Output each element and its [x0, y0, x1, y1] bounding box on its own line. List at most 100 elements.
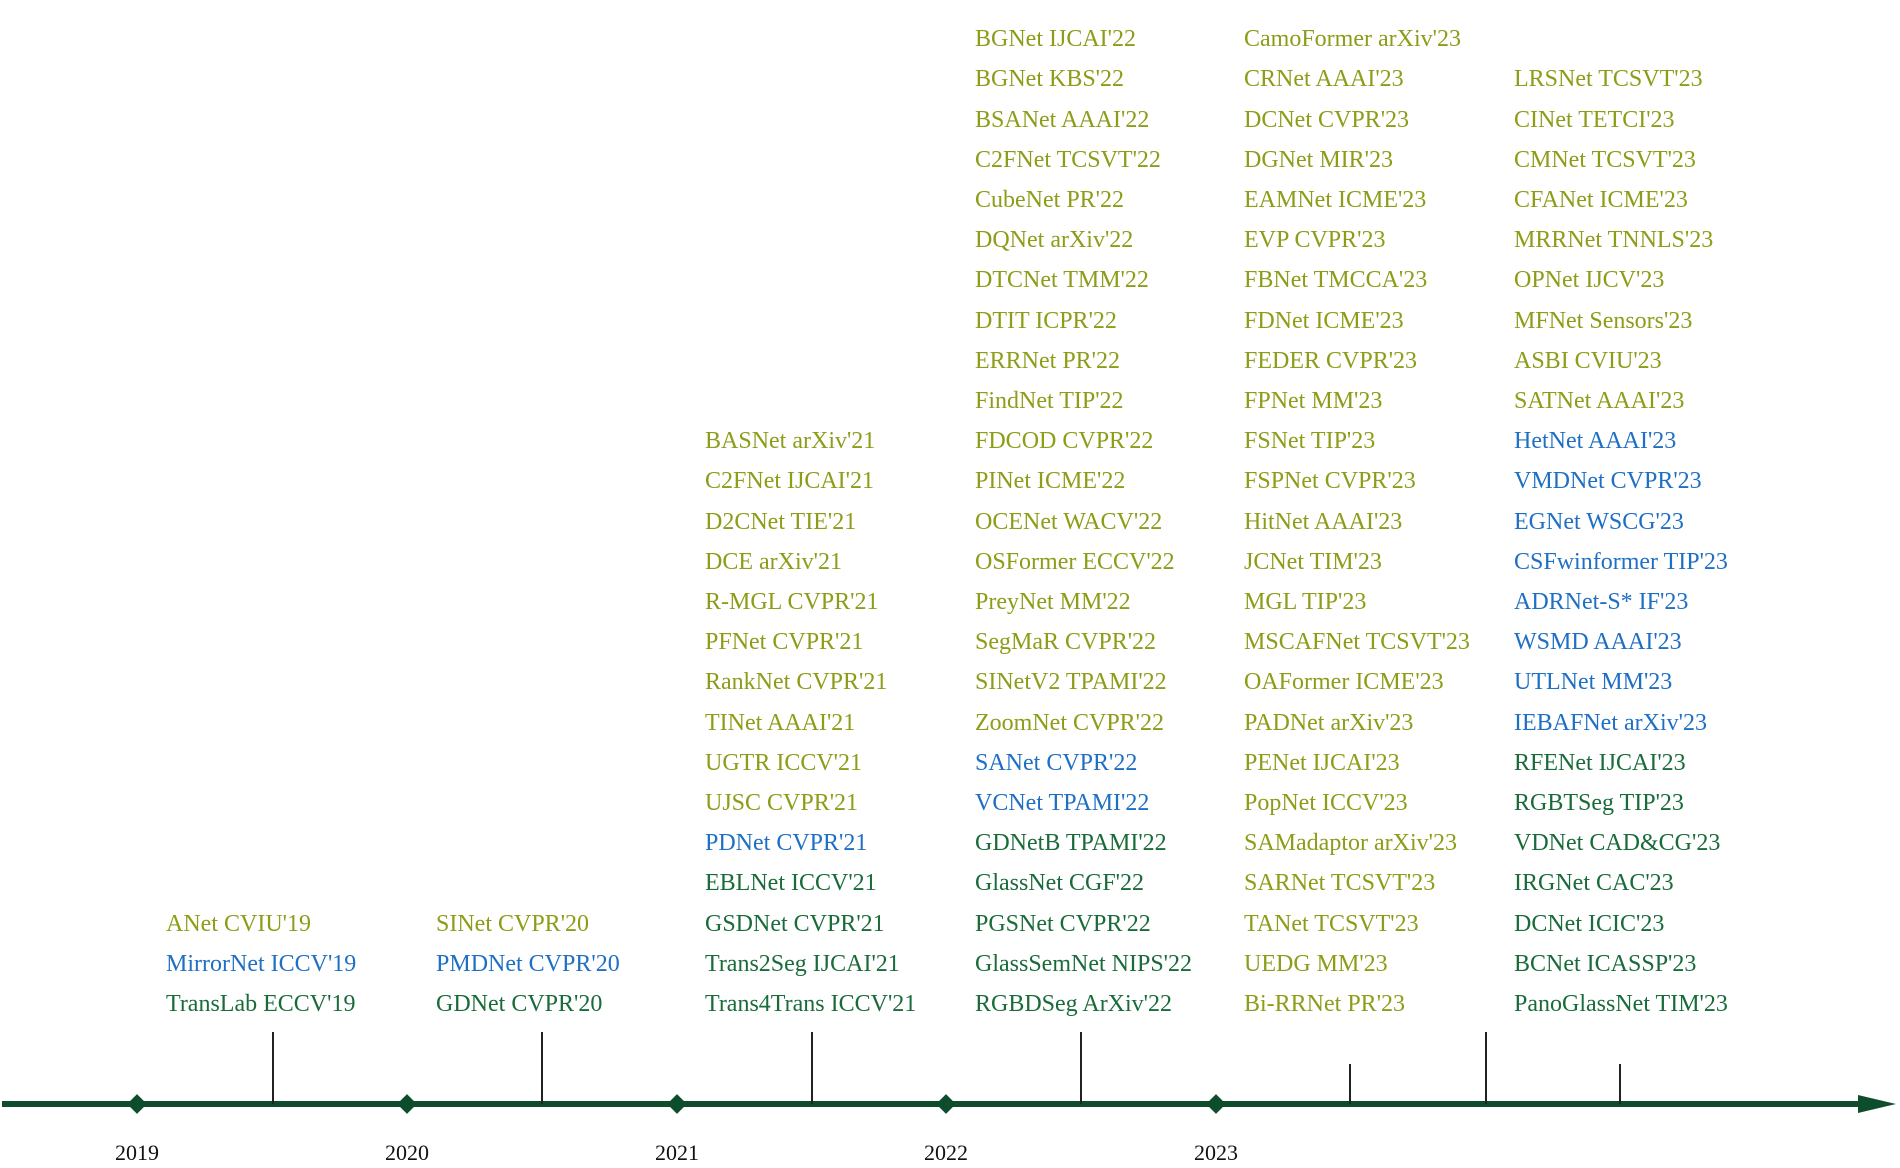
method-entry: PDNet CVPR'21 — [705, 830, 868, 857]
method-entry: SATNet AAAI'23 — [1514, 388, 1685, 414]
method-entry: TANet TCSVT'23 — [1244, 910, 1419, 937]
method-entry: CMNet TCSVT'23 — [1514, 146, 1696, 173]
method-entry: MRRNet TNNLS'23 — [1514, 227, 1714, 254]
method-entry: VCNet TPAMI'22 — [975, 790, 1150, 816]
method-entry: HetNet AAAI'23 — [1514, 428, 1677, 455]
axis-arrowhead — [1858, 1095, 1896, 1113]
method-entry: ASBI CVIU'23 — [1514, 347, 1662, 374]
method-entry: PMDNet CVPR'20 — [436, 950, 620, 977]
method-entry: RGBTSeg TIP'23 — [1514, 790, 1684, 816]
method-entry: OPNet IJCV'23 — [1514, 267, 1665, 294]
year-marker-diamond — [936, 1094, 956, 1114]
method-entry: GDNet CVPR'20 — [436, 991, 603, 1017]
method-entry: WSMD AAAI'23 — [1514, 629, 1682, 656]
method-entry: CFANet ICME'23 — [1514, 187, 1688, 213]
method-entry: PreyNet MM'22 — [975, 589, 1131, 615]
method-entry: UEDG MM'23 — [1244, 950, 1388, 977]
method-entry: PINet ICME'22 — [975, 468, 1126, 495]
year-marker-diamond — [1206, 1094, 1226, 1114]
method-entry: EAMNet ICME'23 — [1244, 187, 1427, 213]
method-entry: C2FNet TCSVT'22 — [975, 146, 1161, 173]
method-entry: EBLNet ICCV'21 — [705, 870, 877, 897]
method-entry: DTCNet TMM'22 — [975, 267, 1149, 294]
method-entry: ERRNet PR'22 — [975, 347, 1121, 374]
method-entry: SAMadaptor arXiv'23 — [1244, 830, 1457, 857]
year-label: 2020 — [385, 1140, 429, 1165]
method-entry: JCNet TIM'23 — [1244, 548, 1382, 575]
method-entry: MSCAFNet TCSVT'23 — [1244, 629, 1470, 656]
method-entry: LRSNet TCSVT'23 — [1514, 66, 1703, 93]
method-entry: R-MGL CVPR'21 — [705, 589, 879, 615]
method-entry: Trans2Seg IJCAI'21 — [705, 950, 900, 977]
method-entry: MirrorNet ICCV'19 — [166, 950, 357, 977]
method-entry: CSFwinformer TIP'23 — [1514, 548, 1728, 575]
method-entry: BGNet IJCAI'22 — [975, 26, 1136, 53]
method-entry: BSANet AAAI'22 — [975, 106, 1150, 133]
method-entry: SINetV2 TPAMI'22 — [975, 669, 1167, 696]
year-marker-diamond — [127, 1094, 147, 1114]
method-entry: SegMaR CVPR'22 — [975, 629, 1157, 656]
year-marker-diamond — [667, 1094, 687, 1114]
method-entry: PGSNet CVPR'22 — [975, 910, 1151, 937]
method-entry: DTIT ICPR'22 — [975, 307, 1117, 334]
year-label: 2022 — [924, 1140, 968, 1165]
method-entry: DCE arXiv'21 — [705, 548, 842, 575]
year-marker-diamond — [397, 1094, 417, 1114]
method-entry: RankNet CVPR'21 — [705, 669, 888, 696]
method-entry: ANet CVIU'19 — [166, 910, 311, 937]
method-entry: PanoGlassNet TIM'23 — [1514, 991, 1728, 1017]
method-entry: ADRNet-S* IF'23 — [1514, 589, 1689, 615]
method-entry: CRNet AAAI'23 — [1244, 66, 1404, 93]
method-entry: EVP CVPR'23 — [1244, 227, 1386, 254]
method-entry: UTLNet MM'23 — [1514, 669, 1673, 696]
method-entry: MFNet Sensors'23 — [1514, 307, 1693, 334]
method-entry: BGNet KBS'22 — [975, 66, 1125, 93]
method-entry: MGL TIP'23 — [1244, 589, 1367, 615]
method-entry: EGNet WSCG'23 — [1514, 508, 1684, 535]
method-entry: PopNet ICCV'23 — [1244, 790, 1408, 816]
method-entry: DCNet CVPR'23 — [1244, 106, 1410, 133]
method-entry: RGBDSeg ArXiv'22 — [975, 991, 1173, 1017]
method-entry: FDNet ICME'23 — [1244, 307, 1404, 334]
method-entry: HitNet AAAI'23 — [1244, 508, 1403, 535]
method-entry: C2FNet IJCAI'21 — [705, 468, 874, 495]
method-entry: OCENet WACV'22 — [975, 508, 1163, 535]
method-entry: CubeNet PR'22 — [975, 187, 1124, 213]
method-entry: BASNet arXiv'21 — [705, 428, 876, 455]
method-entry: PFNet CVPR'21 — [705, 629, 864, 656]
method-entry: FindNet TIP'22 — [975, 388, 1124, 414]
method-entry: SANet CVPR'22 — [975, 749, 1138, 776]
method-entry: PENet IJCAI'23 — [1244, 749, 1400, 776]
method-entry: GlassSemNet NIPS'22 — [975, 950, 1192, 977]
method-entry: Bi-RRNet PR'23 — [1244, 991, 1406, 1017]
method-entry: CamoFormer arXiv'23 — [1244, 26, 1461, 53]
method-entry: SINet CVPR'20 — [436, 910, 590, 937]
method-entry: GDNetB TPAMI'22 — [975, 830, 1167, 857]
method-entry: FDCOD CVPR'22 — [975, 428, 1154, 455]
method-entry: DQNet arXiv'22 — [975, 227, 1134, 254]
method-entry: FBNet TMCCA'23 — [1244, 267, 1428, 294]
method-entry: ZoomNet CVPR'22 — [975, 709, 1164, 736]
method-entry: SARNet TCSVT'23 — [1244, 870, 1436, 897]
method-entry: DCNet ICIC'23 — [1514, 910, 1665, 937]
year-label: 2019 — [115, 1140, 159, 1165]
method-entry: D2CNet TIE'21 — [705, 508, 857, 535]
method-entry: VMDNet CVPR'23 — [1514, 468, 1702, 495]
method-entry: GSDNet CVPR'21 — [705, 910, 885, 937]
method-entry: UJSC CVPR'21 — [705, 790, 859, 816]
method-entry: TransLab ECCV'19 — [166, 991, 356, 1017]
method-entry: Trans4Trans ICCV'21 — [705, 991, 917, 1017]
method-entry: OAFormer ICME'23 — [1244, 669, 1444, 696]
method-entry: VDNet CAD&CG'23 — [1514, 830, 1721, 857]
method-entry: RFENet IJCAI'23 — [1514, 749, 1686, 776]
method-entry: DGNet MIR'23 — [1244, 146, 1393, 173]
year-label: 2021 — [655, 1140, 699, 1165]
method-entry: CINet TETCI'23 — [1514, 106, 1675, 133]
method-entry: GlassNet CGF'22 — [975, 870, 1144, 897]
year-label: 2023 — [1194, 1140, 1238, 1165]
method-entry: OSFormer ECCV'22 — [975, 548, 1175, 575]
method-entry: IEBAFNet arXiv'23 — [1514, 709, 1707, 736]
method-entry: UGTR ICCV'21 — [705, 749, 862, 776]
method-entry: FSNet TIP'23 — [1244, 428, 1376, 455]
